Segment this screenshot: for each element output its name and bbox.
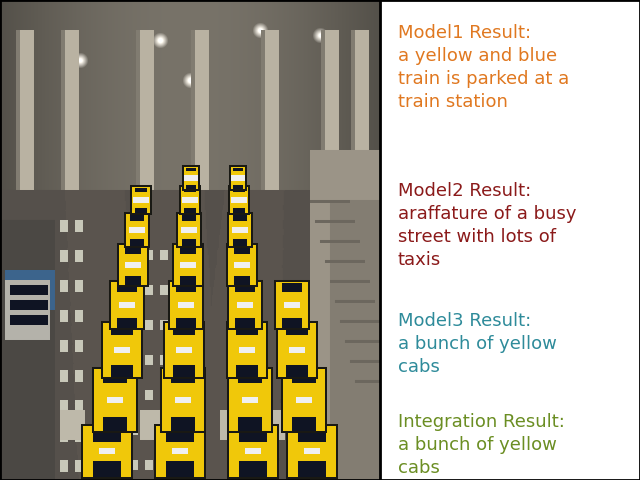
Text: Model3 Result:
a bunch of yellow
cabs: Model3 Result: a bunch of yellow cabs [397, 312, 557, 376]
Text: Integration Result:
a bunch of yellow
cabs: Integration Result: a bunch of yellow ca… [397, 413, 564, 477]
Text: Model1 Result:
a yellow and blue
train is parked at a
train station: Model1 Result: a yellow and blue train i… [397, 24, 569, 111]
Text: Model2 Result:
araffature of a busy
street with lots of
taxis: Model2 Result: araffature of a busy stre… [397, 182, 576, 269]
